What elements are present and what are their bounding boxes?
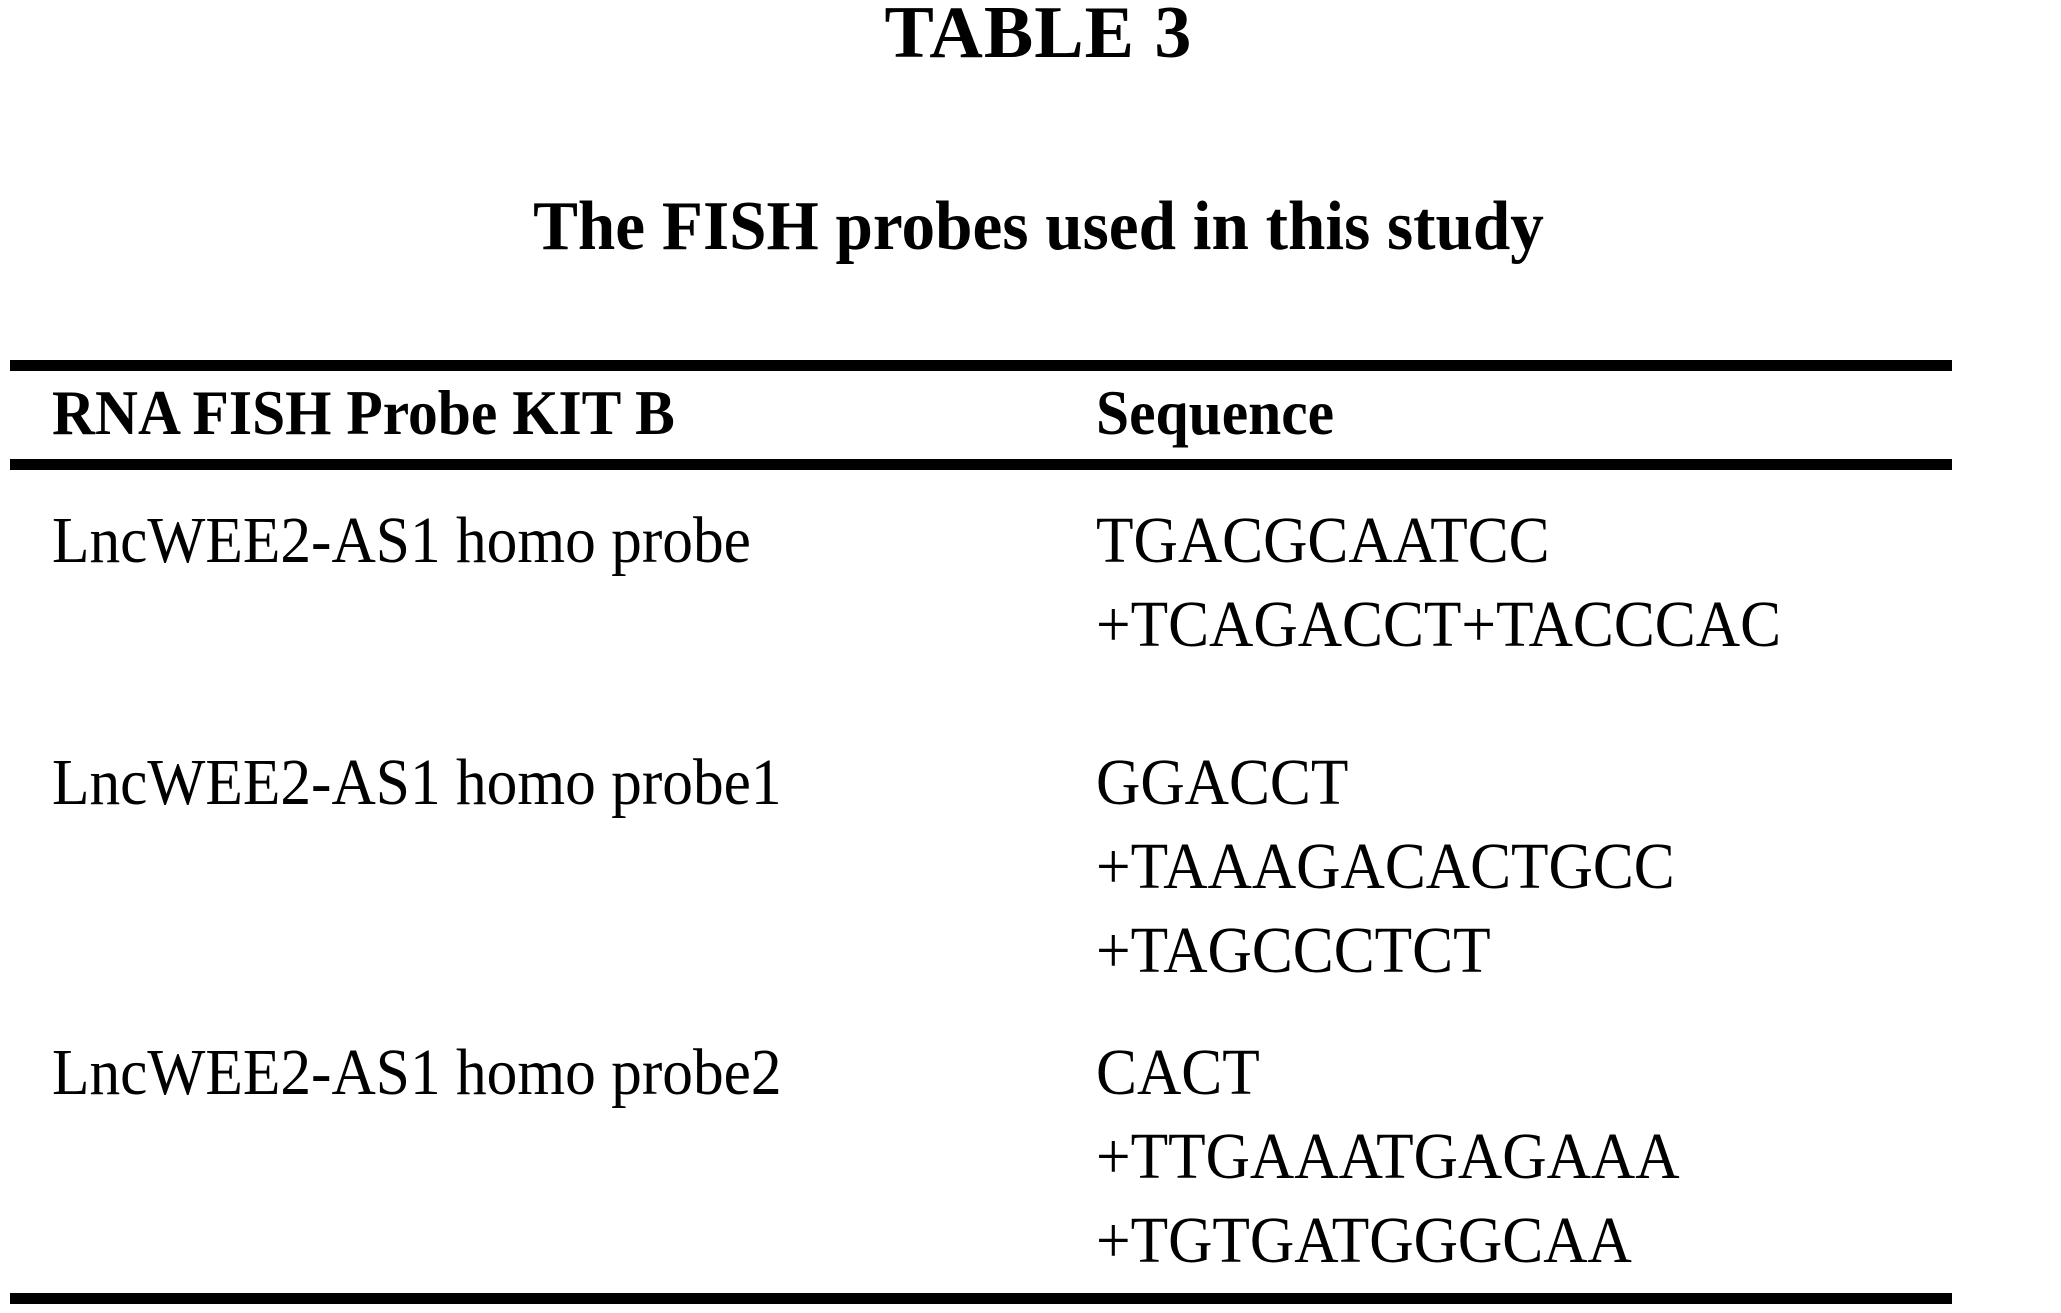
probe-name-text: LncWEE2-AS1 homo probe2 (52, 1036, 782, 1109)
probe-name-cell: LncWEE2-AS1 homo probe (0, 499, 1096, 583)
column-header-probe: RNA FISH Probe KIT B (0, 374, 1096, 452)
probe-name-text: LncWEE2-AS1 homo probe (52, 504, 751, 577)
probe-name-cell: LncWEE2-AS1 homo probe1 (0, 741, 1096, 825)
table-row: LncWEE2-AS1 homo probe TGACGCAATCC +TCAG… (0, 499, 2061, 667)
column-header-sequence: Sequence (1096, 374, 1996, 452)
sequence-line: TGACGCAATCC (1096, 504, 1550, 577)
table-top-rule (10, 360, 1952, 371)
column-header-sequence-label: Sequence (1096, 377, 1335, 448)
probe-name-cell: LncWEE2-AS1 homo probe2 (0, 1031, 1096, 1115)
column-header-probe-label: RNA FISH Probe KIT B (52, 377, 675, 448)
table-header-row: RNA FISH Probe KIT B Sequence (0, 374, 2061, 452)
sequence-line: +TAAAGACACTGCC (1096, 830, 1675, 903)
table-caption: The FISH probes used in this study (533, 188, 1544, 265)
table-number-heading: TABLE 3 (884, 0, 1193, 74)
sequence-line: +TTGAAATGAGAAA (1096, 1120, 1680, 1193)
table-header-rule (10, 459, 1952, 470)
table-row: LncWEE2-AS1 homo probe2 CACT +TTGAAATGAG… (0, 1031, 2061, 1283)
sequence-line: CACT (1096, 1036, 1260, 1109)
probe-name-text: LncWEE2-AS1 homo probe1 (52, 746, 782, 819)
sequence-line: GGACCT (1096, 746, 1349, 819)
sequence-cell: GGACCT +TAAAGACACTGCC +TAGCCCTCT (1096, 741, 1996, 993)
table-row: LncWEE2-AS1 homo probe1 GGACCT +TAAAGACA… (0, 741, 2061, 993)
sequence-cell: CACT +TTGAAATGAGAAA +TGTGATGGGCAA (1096, 1031, 1996, 1283)
sequence-line: +TAGCCCTCT (1096, 914, 1491, 987)
sequence-line: +TCAGACCT+TACCCAC (1096, 588, 1782, 661)
table-bottom-rule (10, 1293, 1952, 1304)
sequence-line: +TGTGATGGGCAA (1096, 1204, 1632, 1277)
sequence-cell: TGACGCAATCC +TCAGACCT+TACCCAC (1096, 499, 1996, 667)
